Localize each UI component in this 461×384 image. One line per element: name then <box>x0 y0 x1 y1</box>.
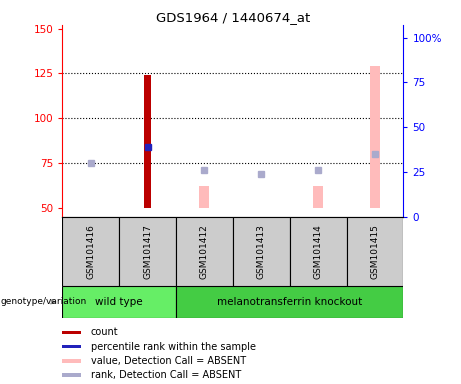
Text: GSM101414: GSM101414 <box>313 224 323 279</box>
Bar <box>347 217 403 286</box>
Bar <box>62 331 81 334</box>
Text: value, Detection Call = ABSENT: value, Detection Call = ABSENT <box>91 356 246 366</box>
Bar <box>176 217 233 286</box>
Text: wild type: wild type <box>95 297 143 307</box>
Text: rank, Detection Call = ABSENT: rank, Detection Call = ABSENT <box>91 370 241 380</box>
Text: GSM101416: GSM101416 <box>86 224 95 279</box>
Bar <box>62 286 176 318</box>
Bar <box>62 373 81 377</box>
Text: GSM101412: GSM101412 <box>200 224 209 279</box>
Text: GSM101417: GSM101417 <box>143 224 152 279</box>
Bar <box>119 217 176 286</box>
Text: GSM101413: GSM101413 <box>257 224 266 279</box>
Bar <box>290 217 347 286</box>
Text: genotype/variation: genotype/variation <box>1 297 87 306</box>
Bar <box>176 286 403 318</box>
Bar <box>144 75 151 208</box>
Text: melanotransferrin knockout: melanotransferrin knockout <box>217 297 362 307</box>
Bar <box>313 187 323 208</box>
Text: percentile rank within the sample: percentile rank within the sample <box>91 342 256 352</box>
Bar <box>233 217 290 286</box>
Bar <box>199 187 209 208</box>
Bar <box>62 359 81 362</box>
Bar <box>62 345 81 348</box>
Text: GSM101415: GSM101415 <box>371 224 379 279</box>
Bar <box>370 66 380 208</box>
Bar <box>62 217 119 286</box>
Title: GDS1964 / 1440674_at: GDS1964 / 1440674_at <box>156 11 310 24</box>
FancyArrowPatch shape <box>51 300 55 304</box>
Text: count: count <box>91 328 118 338</box>
